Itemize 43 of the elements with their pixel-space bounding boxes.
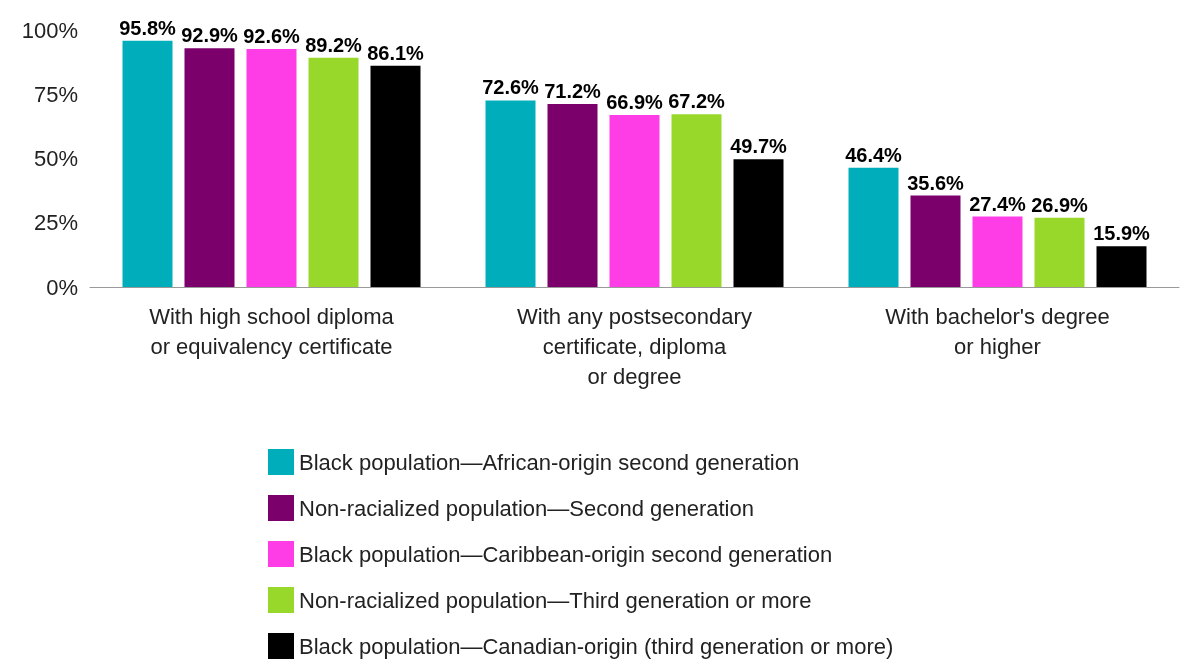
bar: [609, 115, 660, 287]
bar: [122, 40, 173, 287]
y-tick-label: 75%: [33, 81, 78, 107]
data-label: 89.2%: [305, 33, 363, 56]
data-label: 86.1%: [367, 41, 425, 64]
bar: [1096, 246, 1147, 287]
y-tick-label: 0%: [46, 274, 78, 300]
data-label: 95.8%: [119, 16, 177, 39]
data-label: 15.9%: [1093, 222, 1151, 245]
bar: [370, 65, 421, 287]
data-label: 27.4%: [969, 192, 1027, 215]
legend-label: Non-racialized population—Third generation or more: [299, 587, 812, 613]
legend-label: Black population—Caribbean-origin second generation: [299, 541, 833, 567]
data-label: 72.6%: [482, 76, 540, 99]
legend-label: Black population—Canadian-origin (third generation or more): [299, 633, 894, 659]
data-label: 49.7%: [730, 135, 788, 158]
data-label: 71.2%: [544, 80, 602, 103]
bar: [184, 48, 235, 287]
y-tick-label: 50%: [33, 146, 78, 171]
data-label: 26.9%: [1031, 193, 1089, 216]
bar: [910, 195, 961, 287]
bar: [485, 100, 536, 287]
bar: [547, 104, 598, 287]
data-label: 92.6%: [243, 25, 301, 48]
bar: [671, 114, 722, 287]
x-tick-label: With high school diploma or equivalency certificate: [149, 303, 395, 359]
y-tick-label: 25%: [33, 210, 78, 236]
bar: [308, 57, 359, 287]
x-tick-label: With bachelor's degree or higher: [885, 303, 1110, 359]
bar: [848, 167, 899, 287]
bar: [733, 159, 784, 287]
data-label: 67.2%: [668, 90, 726, 113]
data-label: 46.4%: [845, 143, 903, 166]
data-label: 66.9%: [606, 91, 664, 114]
data-label: 35.6%: [907, 171, 965, 194]
x-tick-label: With any postsecondary certificate, diploma or degree: [517, 303, 752, 389]
bar: [1034, 217, 1085, 287]
bar: [972, 216, 1023, 287]
legend-label: Black population—African-origin second generation: [299, 449, 800, 475]
y-tick-label: 100%: [21, 17, 78, 43]
legend-label: Non-racialized population—Second generation: [299, 495, 754, 521]
bar: [246, 49, 297, 287]
data-label: 92.9%: [181, 24, 239, 47]
